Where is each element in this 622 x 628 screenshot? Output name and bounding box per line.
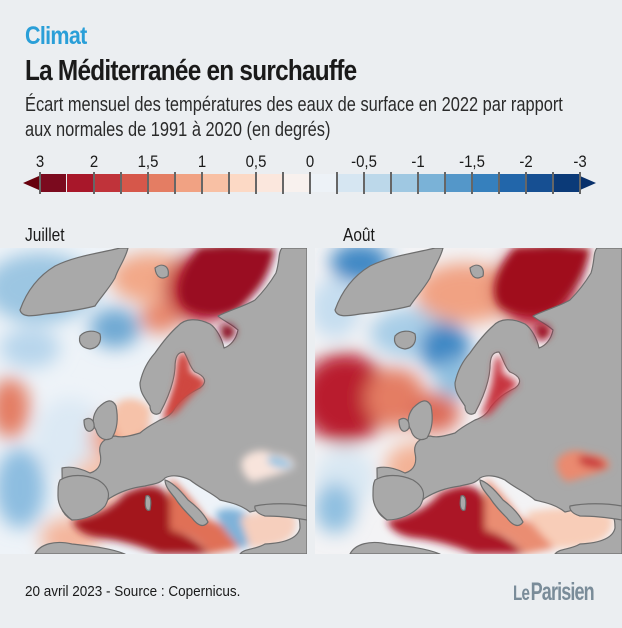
color-legend: 3 2 1,5 1 0,5 0 -0,5 -1 -1,5 -2 -3 (0, 148, 622, 198)
logo-le: Le (513, 582, 530, 605)
category-kicker: Climat (25, 22, 87, 50)
legend-swatch (445, 174, 471, 192)
map-july (0, 248, 307, 554)
legend-tick (525, 172, 527, 194)
legend-tick (174, 172, 176, 194)
subtitle-line-1: Écart mensuel des températures des eaux … (25, 94, 563, 116)
legend-swatch (337, 174, 363, 192)
legend-tick (471, 172, 473, 194)
legend-tick (390, 172, 392, 194)
legend-tick (282, 172, 284, 194)
legend-label: -1 (411, 152, 425, 171)
legend-tick (444, 172, 446, 194)
legend-tick (417, 172, 419, 194)
legend-tick (309, 172, 311, 194)
map-august (315, 248, 622, 554)
legend-label: -2 (519, 152, 533, 171)
legend-swatch (391, 174, 417, 192)
legend-swatch (472, 174, 498, 192)
legend-label: -0,5 (351, 152, 377, 171)
legend-tick (120, 172, 122, 194)
map-title-july: Juillet (25, 225, 65, 245)
legend-tick (93, 172, 95, 194)
le-parisien-logo: LeParisien (513, 578, 595, 607)
legend-label: 2 (89, 152, 99, 171)
legend-swatch (67, 174, 93, 192)
legend-swatch (499, 174, 525, 192)
legend-tick (363, 172, 365, 194)
subtitle: Écart mensuel des températures des eaux … (25, 93, 563, 143)
legend-label: 3 (35, 152, 45, 171)
legend-tick (228, 172, 230, 194)
arrow-left-icon (23, 176, 39, 190)
legend-label: 1,5 (137, 152, 159, 171)
map-july-graphic (0, 248, 307, 554)
footer-source: 20 avril 2023 - Source : Copernicus. (25, 583, 241, 600)
legend-tick (552, 172, 554, 194)
legend-tick (579, 172, 581, 194)
legend-tick (255, 172, 257, 194)
logo-parisien: Parisien (530, 578, 595, 606)
legend-swatch (229, 174, 255, 192)
legend-swatch (121, 174, 147, 192)
legend-swatch (40, 174, 66, 192)
legend-swatch (175, 174, 201, 192)
legend-swatch (148, 174, 174, 192)
legend-tick (336, 172, 338, 194)
legend-label: -1,5 (459, 152, 485, 171)
map-title-august: Août (343, 225, 375, 245)
legend-tick (498, 172, 500, 194)
legend-tick (147, 172, 149, 194)
legend-label: 0 (305, 152, 315, 171)
legend-label: 1 (197, 152, 207, 171)
legend-swatch (364, 174, 390, 192)
legend-label: -3 (573, 152, 587, 171)
legend-swatch (553, 174, 579, 192)
legend-swatch (310, 174, 336, 192)
arrow-right-icon (580, 176, 596, 190)
legend-swatch (256, 174, 282, 192)
legend-label: 0,5 (245, 152, 267, 171)
legend-swatch (283, 174, 309, 192)
subtitle-line-2: aux normales de 1991 à 2020 (en degrés) (25, 119, 331, 141)
legend-swatch (526, 174, 552, 192)
legend-tick (201, 172, 203, 194)
page-title: La Méditerranée en surchauffe (25, 55, 357, 87)
legend-swatch (418, 174, 444, 192)
map-august-graphic (315, 248, 622, 554)
legend-swatch (94, 174, 120, 192)
legend-swatch (202, 174, 228, 192)
legend-tick (39, 172, 41, 194)
